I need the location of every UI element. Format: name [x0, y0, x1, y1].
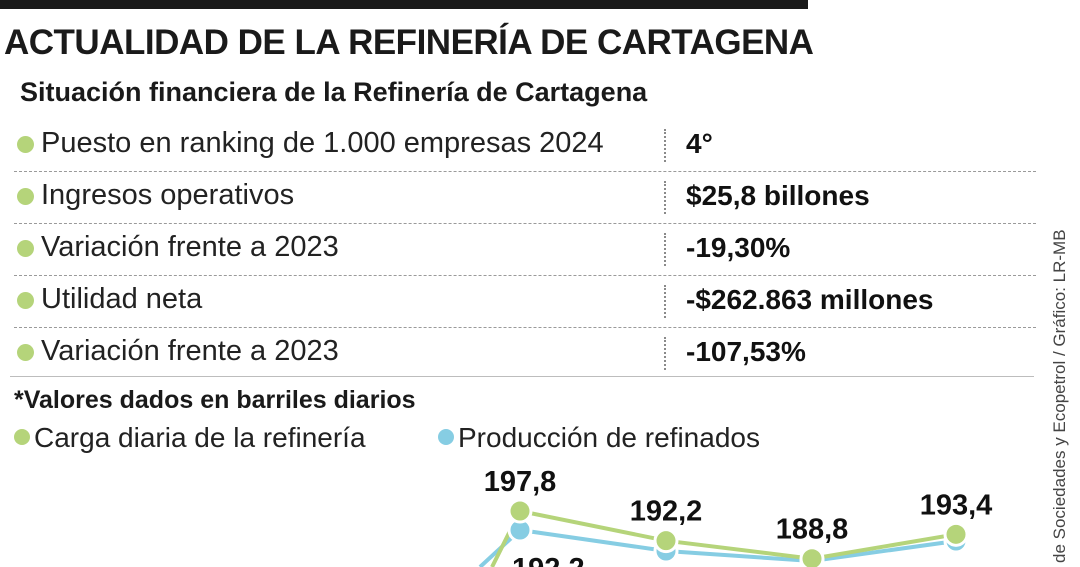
row-value: -107,53%: [686, 336, 806, 367]
row-value: -19,30%: [686, 232, 791, 263]
top-rule: [0, 0, 808, 9]
section-divider: [10, 376, 1034, 377]
legend-label: Carga diaria de la refinería: [34, 422, 366, 453]
row-value: -$262.863 millones: [686, 284, 934, 315]
table-row: Puesto en ranking de 1.000 empresas 2024…: [14, 120, 1036, 172]
legend-item-produccion: Producción de refinados: [438, 422, 760, 454]
data-label-carga: 197,8: [484, 466, 557, 498]
row-label: Utilidad neta: [41, 283, 203, 315]
units-note: *Valores dados en barriles diarios: [14, 386, 416, 414]
table-row: Variación frente a 2023 -107,53%: [14, 328, 1036, 379]
row-value: 4°: [686, 128, 713, 159]
bullet-dot-icon: [17, 240, 34, 257]
data-label-produccion: 192,2: [512, 553, 585, 567]
column-divider: [664, 233, 666, 266]
row-value: $25,8 billones: [686, 180, 870, 211]
data-point-carga: [653, 528, 679, 554]
column-divider: [664, 129, 666, 162]
data-label-carga: 193,4: [920, 489, 993, 521]
bullet-dot-icon: [17, 188, 34, 205]
legend-dot-icon: [438, 429, 454, 445]
bullet-dot-icon: [17, 136, 34, 153]
financial-table: Puesto en ranking de 1.000 empresas 2024…: [14, 120, 1036, 379]
row-label: Variación frente a 2023: [41, 231, 339, 263]
column-divider: [664, 337, 666, 370]
table-row: Utilidad neta -$262.863 millones: [14, 276, 1036, 328]
row-label: Ingresos operativos: [41, 179, 295, 211]
row-label: Puesto en ranking de 1.000 empresas 2024: [41, 127, 604, 159]
data-point-carga: [943, 521, 969, 547]
data-label-carga: 192,2: [630, 496, 703, 528]
data-label-carga: 188,8: [776, 514, 849, 546]
table-row: Variación frente a 2023 -19,30%: [14, 224, 1036, 276]
page-title: ACTUALIDAD DE LA REFINERÍA DE CARTAGENA: [4, 23, 814, 62]
column-divider: [664, 285, 666, 318]
legend-label: Producción de refinados: [458, 422, 760, 453]
section-subtitle: Situación financiera de la Refinería de …: [20, 77, 648, 107]
table-row: Ingresos operativos $25,8 billones: [14, 172, 1036, 224]
bullet-dot-icon: [17, 344, 34, 361]
row-label: Variación frente a 2023: [41, 335, 339, 367]
data-point-carga: [799, 546, 825, 567]
source-credit: de Sociedades y Ecopetrol / Gráfico: LR-…: [1050, 229, 1069, 563]
column-divider: [664, 181, 666, 214]
legend-item-carga: Carga diaria de la refinería: [14, 422, 366, 454]
bullet-dot-icon: [17, 292, 34, 309]
legend-dot-icon: [14, 429, 30, 445]
data-point-carga: [507, 498, 533, 524]
chart-legend: Carga diaria de la refinería Producción …: [14, 422, 834, 456]
